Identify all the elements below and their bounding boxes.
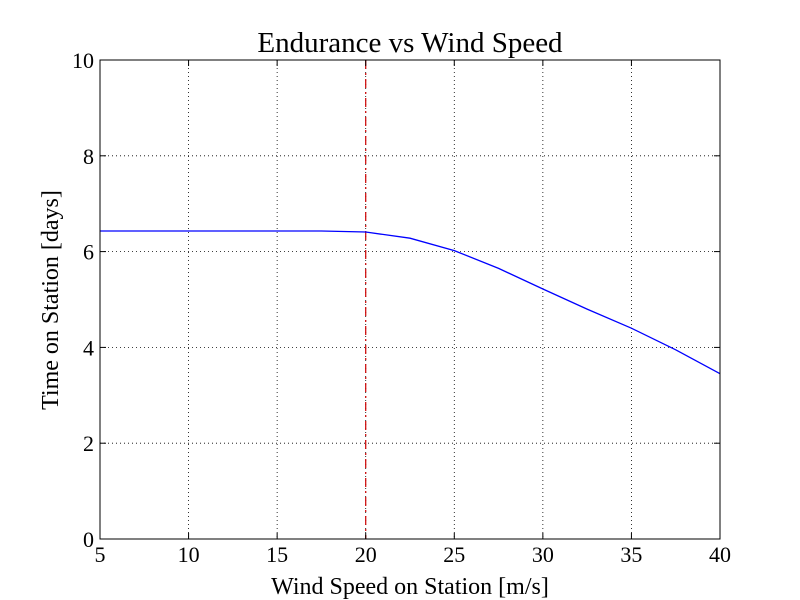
- x-tick-label: 20: [355, 542, 377, 567]
- x-tick-label: 40: [709, 542, 731, 567]
- y-tick-label: 8: [83, 144, 94, 169]
- chart-title: Endurance vs Wind Speed: [257, 27, 563, 59]
- y-tick-label: 0: [83, 527, 94, 552]
- x-tick-label: 35: [620, 542, 642, 567]
- plot-frame: [99, 59, 721, 540]
- series-lines: [100, 230, 721, 375]
- x-tick-label: 5: [95, 542, 106, 567]
- y-tick-label: 10: [72, 48, 94, 73]
- x-tick-label: 15: [266, 542, 288, 567]
- x-tick-label: 25: [443, 542, 465, 567]
- y-tick-label: 2: [83, 431, 94, 456]
- y-tick-label: 4: [83, 335, 94, 360]
- y-axis-label: Time on Station [days]: [38, 190, 64, 410]
- x-axis-label: Wind Speed on Station [m/s]: [271, 574, 549, 600]
- x-tick-label: 30: [532, 542, 554, 567]
- grid: [100, 60, 720, 539]
- ticks: 5 10 15 20 25 30 35 40 0 2 4 6 8 10: [72, 48, 731, 567]
- y-tick-label: 6: [83, 240, 94, 265]
- x-tick-label: 10: [178, 542, 200, 567]
- series-line: [100, 230, 721, 375]
